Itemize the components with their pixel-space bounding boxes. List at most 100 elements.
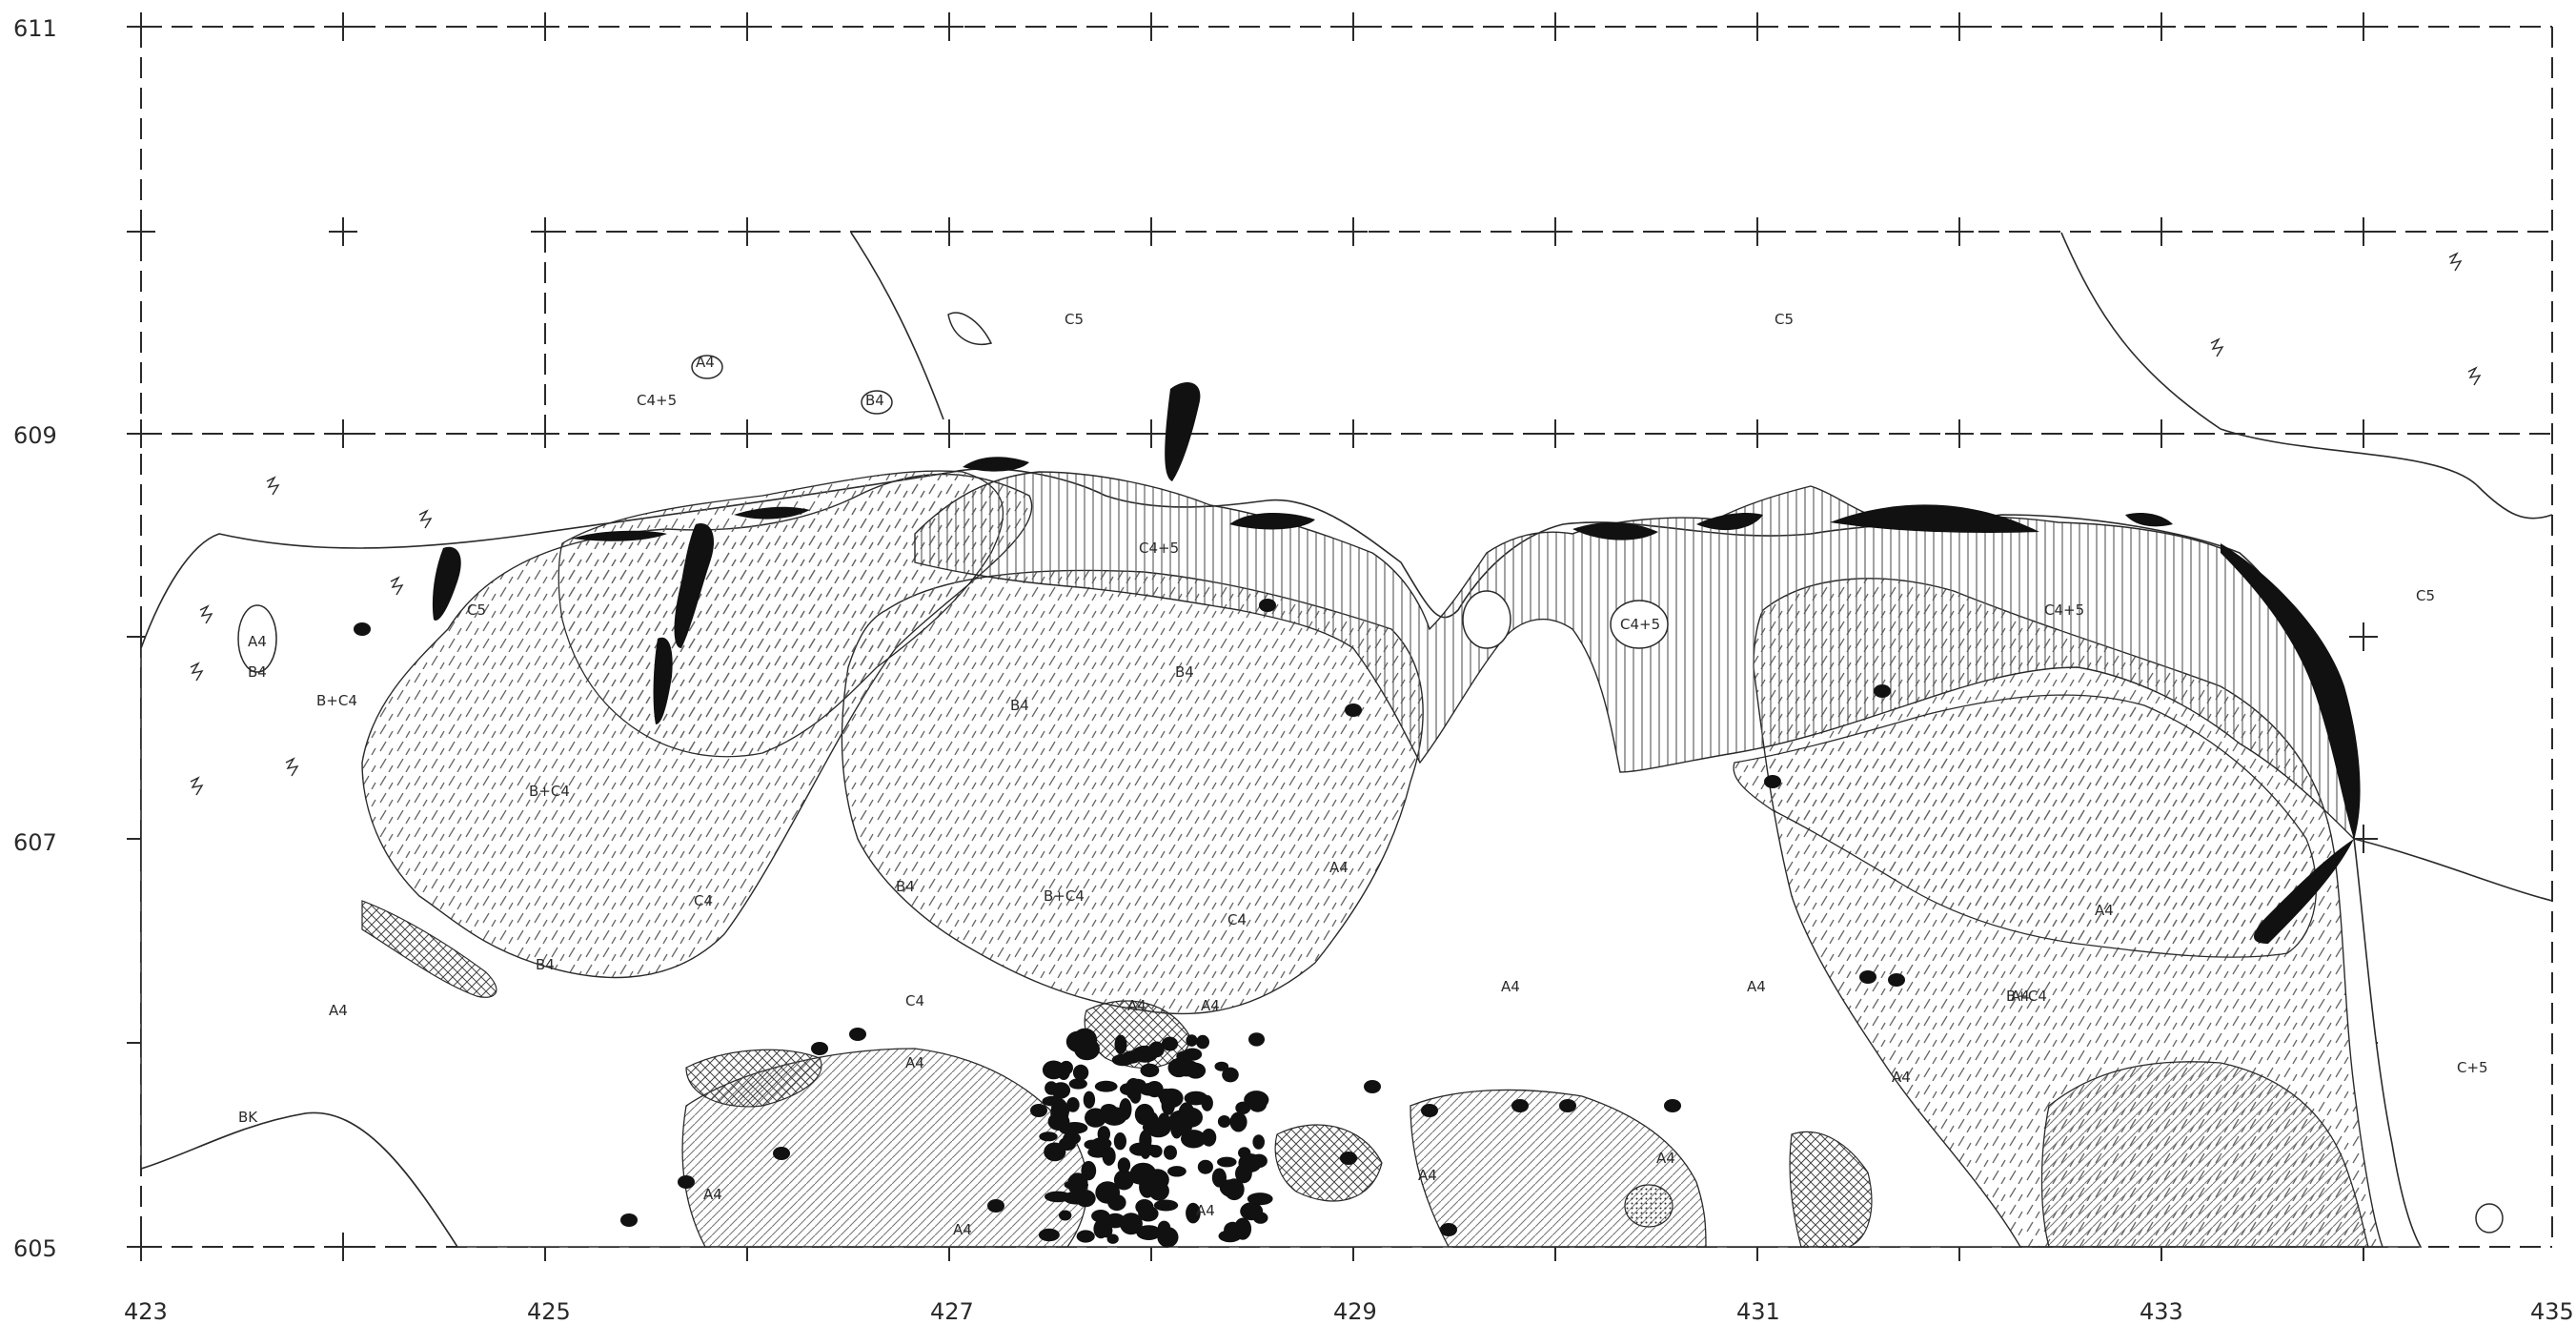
unit-label: A4 xyxy=(703,1186,722,1203)
dark-blob xyxy=(1081,1160,1097,1181)
squiggle-symbol xyxy=(199,604,213,624)
unit-label: C5 xyxy=(1065,311,1084,328)
x-tick-label: 425 xyxy=(527,1298,571,1325)
dark-blob xyxy=(1106,1233,1119,1244)
unit-label: A4 xyxy=(1501,978,1520,995)
unit-label: C4+5 xyxy=(2044,601,2084,619)
dark-blob xyxy=(1217,1156,1237,1168)
dark-blob xyxy=(1340,1152,1357,1165)
unit-label: C5 xyxy=(2416,587,2435,604)
dark-blob xyxy=(1030,1104,1047,1117)
crosshatch-patches xyxy=(361,900,1873,1248)
squiggle-symbols xyxy=(190,252,2482,796)
dark-blob xyxy=(1421,1104,1438,1117)
dark-blob xyxy=(1065,1030,1089,1052)
dark-blob xyxy=(1114,1034,1127,1055)
dark-blob xyxy=(1113,1170,1134,1191)
unit-label: A4 xyxy=(1656,1150,1675,1167)
dark-blob xyxy=(1764,775,1781,788)
outline-islands xyxy=(237,312,2504,1233)
unit-label: A4 xyxy=(248,633,267,650)
unit-label: C4 xyxy=(905,992,924,1009)
y-axis-labels: 611 609 607 605 xyxy=(13,15,57,1262)
squiggle-symbol xyxy=(418,509,433,529)
unit-label: A4 xyxy=(696,354,715,371)
dark-blob xyxy=(1196,1034,1209,1050)
dark-blob xyxy=(1248,1032,1265,1047)
dark-blob xyxy=(1107,1194,1126,1212)
dark-blob xyxy=(1345,703,1362,717)
dark-blob xyxy=(354,622,371,636)
dark-blob xyxy=(1051,1082,1071,1099)
dark-blob xyxy=(1224,1221,1242,1238)
dark-blob xyxy=(1113,1132,1126,1151)
dark-blob xyxy=(1039,1131,1058,1142)
dark-blob xyxy=(811,1042,828,1055)
dark-blob xyxy=(1859,970,1876,984)
squiggle-symbol xyxy=(2467,366,2482,386)
unit-label: A4 xyxy=(1127,997,1146,1014)
dark-blob xyxy=(620,1213,638,1227)
ridge-streaks xyxy=(432,382,2361,944)
dark-blob xyxy=(1874,684,1891,698)
unit-label: C4 xyxy=(1227,911,1247,928)
unit-label: B4 xyxy=(536,956,555,973)
dark-blob xyxy=(1072,1064,1089,1081)
squiggle-symbol xyxy=(266,476,280,496)
unit-label: B4 xyxy=(865,392,884,409)
dark-blob xyxy=(1252,1212,1268,1224)
squiggle-symbol xyxy=(390,576,404,596)
y-tick-label: 605 xyxy=(13,1235,57,1262)
dotted-patch xyxy=(1624,1184,1673,1228)
dark-blob xyxy=(1250,1153,1268,1169)
squiggle-symbol xyxy=(285,757,299,777)
dark-blob xyxy=(1364,1080,1381,1093)
unit-label: A4 xyxy=(2095,902,2114,919)
dark-blob xyxy=(1093,1219,1109,1239)
dark-blob xyxy=(1217,1115,1231,1128)
unit-label: A4 xyxy=(1329,859,1349,876)
dark-blob xyxy=(1134,1103,1155,1126)
unit-label: C5 xyxy=(1775,311,1794,328)
dark-blob xyxy=(1042,1095,1064,1107)
dark-blob xyxy=(1186,1202,1201,1224)
unit-label: B+C4 xyxy=(529,783,570,800)
dark-blob xyxy=(1229,1111,1247,1132)
dark-blob xyxy=(849,1028,866,1041)
x-tick-label: 435 xyxy=(2530,1298,2574,1325)
dark-blob xyxy=(1136,1225,1162,1240)
dark-blob xyxy=(1097,1126,1111,1143)
dark-blob xyxy=(1511,1099,1529,1112)
unit-label: A4 xyxy=(329,1002,348,1019)
dark-blob-cluster xyxy=(354,599,1905,1248)
unit-label: A4 xyxy=(2011,988,2030,1005)
dark-blob xyxy=(987,1199,1004,1213)
unit-label: B4 xyxy=(1010,697,1029,714)
dark-blob xyxy=(1161,1036,1179,1051)
dark-blob xyxy=(1167,1166,1187,1177)
dark-blob xyxy=(1094,1080,1118,1092)
dark-blob xyxy=(1174,1060,1200,1077)
unit-label: B+C4 xyxy=(316,692,357,709)
dark-blob xyxy=(1247,1192,1273,1206)
dark-blob xyxy=(1559,1099,1576,1112)
squiggle-symbol xyxy=(190,662,204,682)
dark-blob xyxy=(1057,1062,1070,1080)
unit-labels: C5 C4+5 A4 B4 C5 A4 B4 B+C4 C5 B+C4 C4+5… xyxy=(238,311,2488,1238)
dark-blob xyxy=(1067,1172,1088,1195)
dark-blob xyxy=(1201,1128,1217,1147)
unit-label: B4 xyxy=(248,663,267,681)
dark-blob xyxy=(1130,1173,1154,1185)
dark-blob xyxy=(1164,1145,1177,1160)
unit-label: C4 xyxy=(694,892,713,909)
dark-blob xyxy=(1142,1121,1160,1133)
dark-blob xyxy=(1140,1063,1160,1078)
dark-blob xyxy=(1186,1034,1198,1047)
dark-blob xyxy=(1175,1112,1200,1124)
dark-blob xyxy=(1045,1191,1071,1203)
squiggle-symbol xyxy=(190,776,204,796)
dark-blob xyxy=(1259,599,1276,612)
x-tick-label: 423 xyxy=(124,1298,168,1325)
dark-blob xyxy=(1184,1091,1208,1106)
